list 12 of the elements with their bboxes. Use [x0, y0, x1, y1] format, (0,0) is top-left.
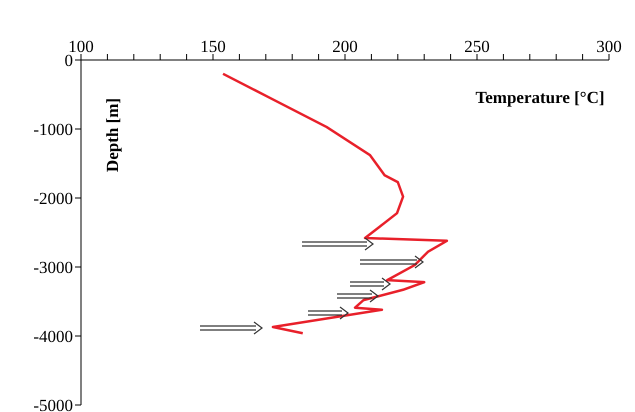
y-tick-label: -3000: [33, 258, 73, 277]
y-tick-label: -4000: [33, 327, 73, 346]
y-axis-title: Depth [m]: [103, 98, 122, 172]
y-tick-label: -5000: [33, 396, 73, 412]
x-tick-label: 150: [200, 37, 226, 56]
x-tick-label: 200: [332, 37, 358, 56]
y-tick-label: -1000: [33, 120, 73, 139]
line-series: [222, 72, 448, 334]
y-tick-label: -2000: [33, 189, 73, 208]
x-axis-title: Temperature [°C]: [475, 88, 605, 107]
x-tick-label: 300: [596, 37, 622, 56]
x-tick-label: 250: [464, 37, 490, 56]
